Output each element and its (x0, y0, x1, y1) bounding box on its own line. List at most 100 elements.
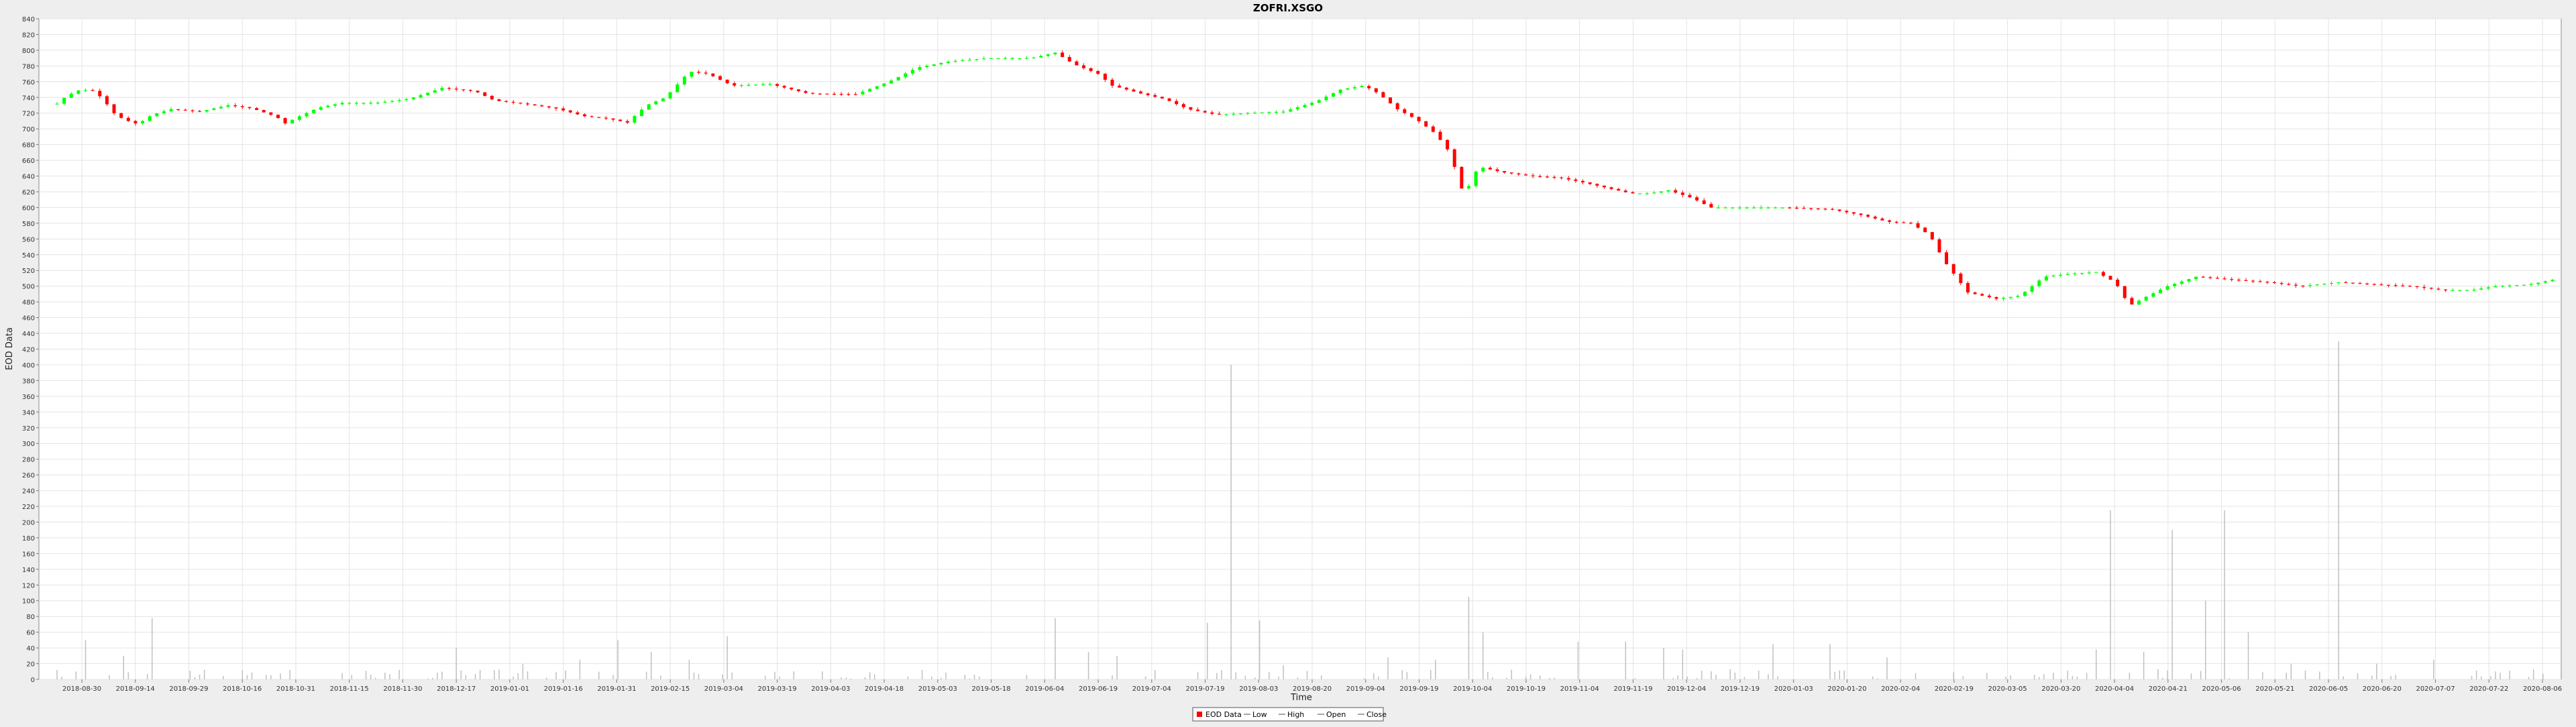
candle-down (1816, 207, 1820, 211)
candle-body (2094, 272, 2098, 273)
candle-body (504, 101, 508, 102)
candle-body (1666, 190, 1670, 192)
candle-down (1837, 209, 1841, 212)
candle-up (69, 92, 73, 99)
candle-down (511, 100, 515, 105)
candle-up (290, 119, 294, 124)
candle-down (725, 79, 729, 85)
candle-body (1295, 107, 1299, 110)
candle-down (2287, 282, 2291, 286)
candle-body (1602, 185, 1606, 188)
candle-body (890, 80, 894, 84)
candle-body (932, 64, 936, 66)
candle-up (890, 78, 894, 85)
candle-down (782, 85, 786, 89)
candle-up (1024, 56, 1028, 60)
candle-down (112, 103, 116, 115)
candle-up (1481, 166, 1485, 174)
candle-up (1018, 58, 1022, 60)
y-tick-label: 640 (22, 174, 35, 181)
candle-up (312, 109, 316, 114)
candle-up (1346, 88, 1350, 91)
x-tick-label: 2020-05-06 (2202, 685, 2241, 693)
candle-down (183, 108, 187, 111)
candle-down (2415, 286, 2419, 289)
candle-body (975, 59, 979, 60)
candle-body (2551, 280, 2555, 282)
candle-down (1374, 88, 1378, 95)
candle-body (747, 85, 751, 86)
candle-body (2158, 289, 2162, 294)
candle-down (98, 89, 102, 99)
y-axis-ticks: 0 20 40 60 80 100 120 140 160 180 200 220 240 260 280 3… (22, 16, 39, 684)
chart-title: ZOFRI.XSGO (1253, 2, 1323, 14)
candle-down (1581, 179, 1585, 184)
candle-body (1788, 207, 1792, 209)
candle-down (1509, 172, 1513, 175)
candle-body (1851, 212, 1856, 214)
candle-up (155, 113, 159, 117)
candle-body (1731, 207, 1735, 209)
candle-down (2394, 283, 2398, 288)
candle-up (405, 97, 409, 102)
candle-body (982, 58, 986, 60)
candle-body (1645, 193, 1649, 194)
candle-up (1281, 109, 1285, 114)
candle-down (248, 106, 252, 110)
y-tick-label: 500 (22, 284, 35, 291)
candle-body (155, 113, 159, 117)
candle-up (2551, 278, 2555, 282)
candle-body (1951, 264, 1955, 274)
candle-body (718, 76, 722, 80)
candle-body (1466, 186, 1470, 189)
x-tick-label: 2019-06-04 (1025, 685, 1064, 693)
candle-body (1246, 113, 1250, 114)
candle-body (276, 115, 280, 119)
candle-body (554, 107, 558, 109)
candle-down (1082, 63, 1086, 70)
legend-item: Low (1244, 710, 1267, 719)
candle-body (782, 85, 786, 88)
candle-body (1096, 70, 1100, 74)
candle-body (248, 107, 252, 109)
candle-up (2529, 282, 2533, 287)
y-tick-label: 360 (22, 394, 35, 401)
candle-body (2230, 279, 2234, 280)
candle-body (2023, 292, 2027, 296)
candle-body (896, 76, 900, 81)
candle-body (2387, 284, 2391, 286)
candle-body (1374, 88, 1378, 93)
candle-up (861, 89, 865, 95)
candle-down (833, 92, 837, 96)
candle-body (1389, 97, 1393, 104)
candle-down (2108, 276, 2112, 280)
candle-down (704, 70, 708, 76)
candle-body (1089, 68, 1093, 71)
candle-body (1210, 112, 1214, 114)
candle-body (1560, 177, 1564, 178)
candle-body (1232, 113, 1236, 115)
candle-body (1061, 52, 1065, 58)
candle-down (697, 70, 701, 74)
candle-body (283, 118, 287, 123)
candle-up (2151, 292, 2155, 298)
x-tick-label: 2020-04-04 (2095, 685, 2134, 693)
candle-up (1303, 103, 1307, 109)
candle-down (1588, 182, 1592, 186)
candle-up (1274, 110, 1278, 115)
candle-body (426, 93, 430, 95)
y-tick-label: 840 (22, 16, 35, 23)
candle-up (362, 102, 366, 105)
candle-down (468, 89, 472, 93)
candle-down (1695, 195, 1699, 202)
candle-body (1417, 117, 1421, 121)
candle-up (668, 91, 672, 100)
candle-up (1289, 107, 1293, 113)
candle-down (1794, 205, 1799, 210)
candle-body (739, 85, 743, 87)
candle-down (1075, 60, 1079, 66)
grid-lines (39, 18, 2561, 680)
x-tick-label: 2019-12-19 (1721, 685, 1760, 693)
candle-down (191, 109, 195, 113)
candle-down (119, 113, 123, 119)
